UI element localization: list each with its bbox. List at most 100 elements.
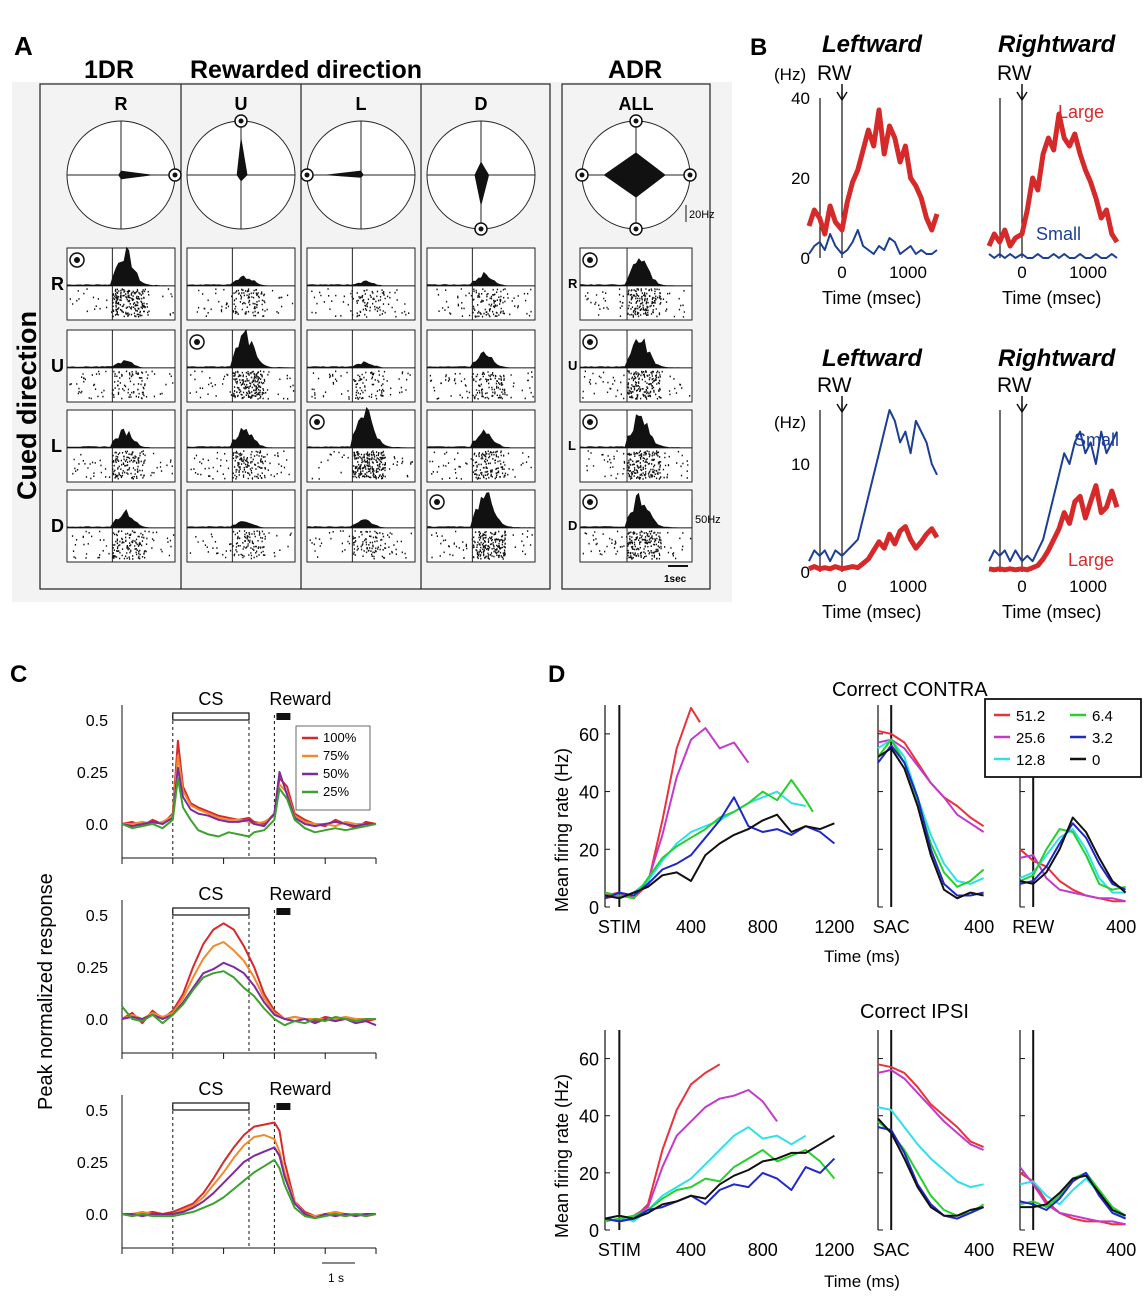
row-label: U (51, 356, 64, 376)
legend-label: 3.2 (1092, 730, 1113, 747)
x-tick-label: 400 (1106, 1240, 1136, 1260)
series-line (121, 941, 376, 1020)
series-line (604, 1157, 836, 1223)
raster-cell (426, 247, 536, 321)
panel-a-letter: A (14, 31, 33, 61)
series-line (121, 766, 376, 828)
raster-spikes (190, 450, 290, 480)
y-tick-label: 0.25 (77, 765, 108, 782)
series-line (604, 796, 836, 900)
legend-label: Small (1074, 430, 1119, 450)
series-line (877, 1126, 985, 1220)
raster-spikes (429, 450, 532, 480)
legend-label: 12.8 (1016, 752, 1045, 769)
series-line (877, 738, 985, 888)
polar-scale-label: 20Hz (689, 209, 715, 221)
reward-target-dot (579, 172, 585, 178)
cs-label: CS (198, 1079, 223, 1099)
psth-histogram (427, 429, 535, 448)
raster-spikes (429, 371, 534, 400)
panel-a-adr-frame (561, 83, 711, 590)
series-line (1019, 1172, 1126, 1226)
panel-c: C Peak normalized response CS Reward 0.5 0.… (10, 661, 377, 1285)
y-tick-label: 0.0 (86, 817, 108, 834)
series-line (1019, 822, 1127, 891)
series-line-small (988, 253, 1118, 259)
polar-petal (323, 170, 364, 178)
x-tick-label: 0 (837, 263, 846, 282)
psth-histogram (67, 360, 175, 368)
psth-histogram (187, 427, 295, 448)
label-rewarded-direction: Rewarded direction (190, 56, 422, 84)
raster-spikes (582, 530, 692, 560)
x-tick-label: 400 (676, 917, 706, 937)
series-line (121, 777, 377, 838)
polar-petal (118, 170, 155, 180)
y-tick-label: 0.0 (86, 1207, 108, 1224)
panel-d-ylabel-top: Mean firing rate (Hz) (552, 748, 572, 912)
psth-histogram (67, 509, 175, 528)
title-correct-contra: Correct CONTRA (832, 679, 988, 701)
cued-direction-label: Cued direction (12, 311, 42, 500)
series-line (877, 1117, 984, 1217)
series-line-small (988, 430, 1118, 563)
column-label: U (235, 94, 248, 114)
raster-spikes (311, 288, 410, 318)
x-tick-label: 800 (748, 1240, 778, 1260)
psth-histogram (307, 519, 415, 528)
raster-spikes (189, 370, 295, 400)
x-tick-label: REW (1012, 1240, 1054, 1260)
series-line (121, 961, 377, 1027)
series-line (604, 790, 806, 900)
series-line-small (808, 409, 938, 563)
polar-petal (236, 136, 248, 182)
y-tick-label: 0.5 (86, 1103, 108, 1120)
cs-bar (172, 907, 250, 916)
raster-spikes (431, 530, 533, 560)
raster-spikes (69, 370, 174, 400)
series-line (1019, 816, 1127, 894)
panel-c-letter: C (10, 661, 27, 688)
raster-spikes (71, 530, 175, 560)
panel-d-xlabel-top: Time (ms) (824, 947, 900, 966)
series-line (1019, 854, 1126, 903)
cs-bar (172, 712, 250, 721)
psth-histogram (580, 414, 692, 448)
reward-target-dot (633, 226, 639, 232)
reward-target-dot (633, 118, 639, 124)
series-line (1019, 1166, 1126, 1226)
row-label-adr: R (568, 276, 578, 291)
rw-label: RW (997, 62, 1032, 85)
raster-spikes (586, 450, 689, 480)
x-tick-label: 400 (964, 917, 994, 937)
reward-label: Reward (269, 884, 331, 904)
legend-label: Small (1036, 224, 1081, 244)
legend-label: Large (1068, 550, 1114, 570)
series-line-large (806, 107, 940, 237)
y-tick-label: 0.25 (77, 960, 108, 977)
psth-histogram (307, 280, 415, 286)
series-line (877, 738, 985, 833)
series-line (604, 779, 814, 900)
raster-spikes (69, 288, 174, 318)
polar-petal (474, 161, 490, 207)
y-tick-label: 0 (801, 563, 810, 582)
reward-target-dot (587, 339, 593, 345)
series-line-large (808, 524, 940, 572)
series-line (122, 754, 376, 828)
series-line (121, 970, 376, 1027)
legend-label: 6.4 (1092, 708, 1113, 725)
raster-spikes (72, 450, 173, 480)
title-correct-ipsi: Correct IPSI (860, 1001, 969, 1023)
column-label: L (356, 94, 367, 114)
psth-histogram (307, 406, 415, 448)
panel-a-main-frame (39, 83, 551, 590)
raster-cell (306, 247, 416, 321)
panel-d-letter: D (548, 661, 565, 688)
reward-bar (276, 908, 291, 915)
raster-spikes (189, 530, 292, 560)
y-tick-label: 20 (579, 1164, 599, 1184)
rw-label: RW (817, 374, 852, 397)
subplot-title: Rightward (998, 345, 1117, 372)
series-line (877, 1063, 984, 1149)
